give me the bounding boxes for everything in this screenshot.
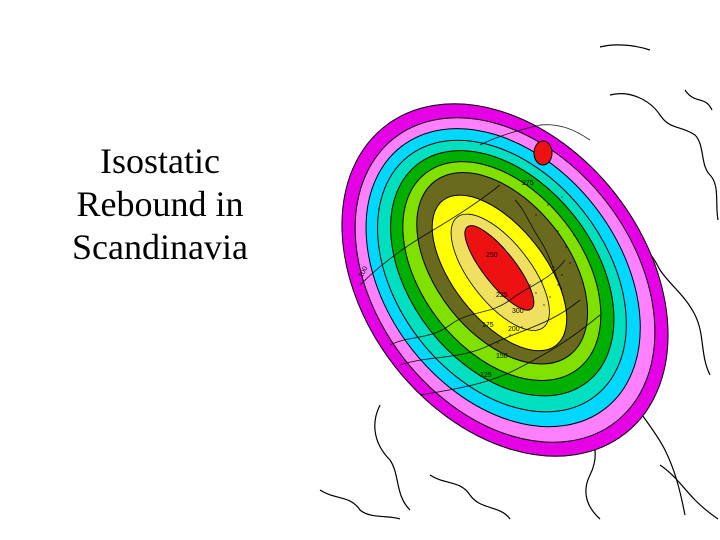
rebound-zones [341, 103, 669, 457]
contour-labels: 100 125 150 175 200 225 250 275 300 [358, 180, 534, 379]
contour-label: 150 [496, 353, 508, 360]
rebound-map: 100 125 150 175 200 225 250 275 300 [300, 35, 720, 520]
contour-label: 200 [508, 326, 520, 333]
contour-label: 250 [486, 252, 498, 259]
speckle-texture [497, 196, 575, 344]
contour-label: 225 [496, 292, 508, 299]
zone-center [464, 225, 535, 311]
contour-label: 275 [522, 180, 534, 187]
title-line-2: Rebound in [76, 184, 244, 225]
northern-max-spot [533, 140, 553, 166]
title-line-1: Isostatic [100, 141, 220, 181]
contour-label: 175 [482, 322, 494, 329]
contour-label: 100 [358, 265, 370, 279]
interior-coastlines [359, 124, 601, 396]
slide-title: Isostatic Rebound in Scandinavia [40, 140, 280, 270]
contour-label: 300 [512, 308, 524, 315]
title-line-3: Scandinavia [72, 227, 248, 268]
contour-label: 125 [480, 372, 492, 379]
